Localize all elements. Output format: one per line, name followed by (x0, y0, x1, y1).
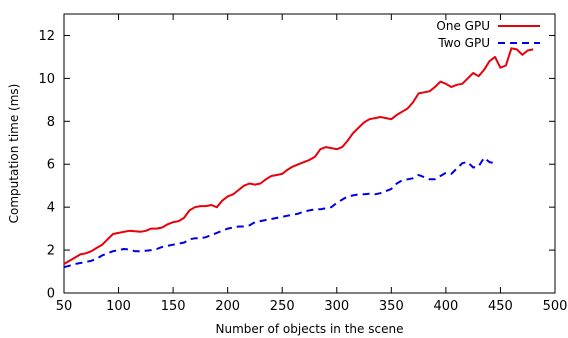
y-tick-label: 4 (47, 201, 55, 216)
y-axis-title: Computation time (ms) (7, 84, 21, 224)
x-axis-ticks: 50 100 150 200 250 300 350 400 450 500 (56, 14, 568, 314)
series-lines (63, 47, 534, 269)
y-tick-label: 8 (47, 115, 55, 130)
legend-label-2: Two GPU (437, 36, 490, 50)
y-tick-label: 12 (38, 29, 55, 44)
series-line-2 (63, 156, 496, 269)
y-tick-label: 2 (47, 244, 55, 259)
y-tick-label: 6 (47, 158, 55, 173)
plot-frame (63, 13, 556, 294)
y-axis-ticks: 0 2 4 6 8 10 12 (38, 29, 555, 302)
x-tick-label: 150 (161, 299, 186, 314)
x-tick-label: 50 (56, 299, 73, 314)
x-tick-label: 100 (106, 299, 131, 314)
y-tick-label: 10 (38, 72, 55, 87)
x-tick-label: 250 (270, 299, 295, 314)
legend: One GPU Two GPU (436, 19, 540, 50)
x-tick-label: 500 (543, 299, 568, 314)
series-line-1 (63, 47, 534, 265)
x-tick-label: 200 (215, 299, 240, 314)
x-tick-label: 350 (379, 299, 404, 314)
x-tick-label: 400 (433, 299, 458, 314)
legend-label-1: One GPU (436, 19, 490, 33)
plot-area: 50 100 150 200 250 300 350 400 450 500 0 2 4 6 8 10 12 (38, 13, 568, 314)
x-tick-label: 450 (488, 299, 513, 314)
x-tick-label: 300 (324, 299, 349, 314)
x-axis-title: Number of objects in the scene (216, 322, 404, 336)
y-tick-label: 0 (47, 287, 55, 302)
